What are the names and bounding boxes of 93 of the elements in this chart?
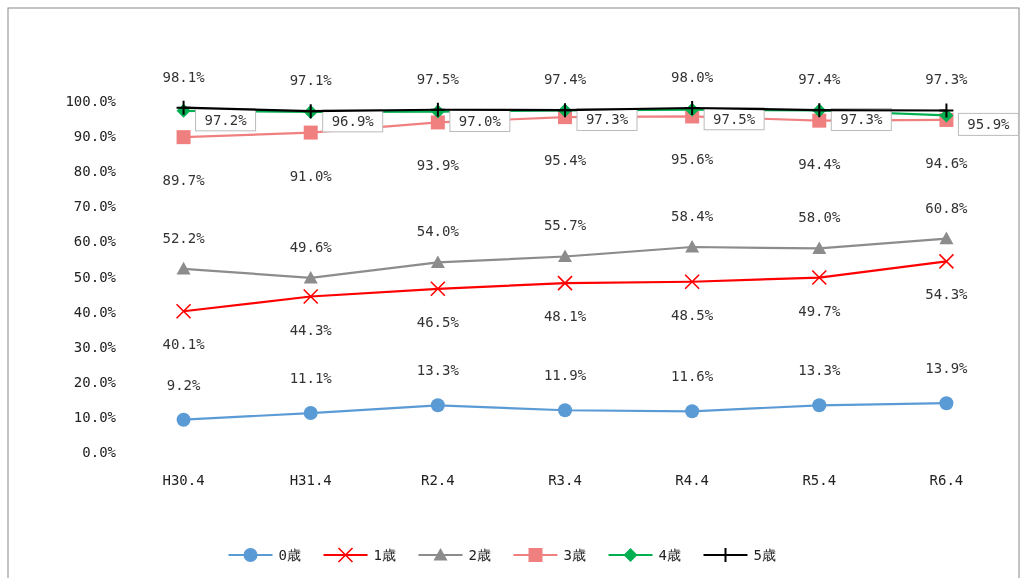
data-label: 48.5% [671, 306, 714, 323]
point [684, 273, 700, 290]
data-label: 95.4% [543, 152, 587, 169]
point [175, 99, 192, 116]
x-tick-label: H30.4 [162, 472, 205, 488]
data-label: 40.1% [162, 336, 206, 353]
point [939, 231, 954, 245]
data-label: 97.3% [585, 111, 629, 128]
data-label: 58.4% [671, 208, 714, 225]
point [812, 113, 827, 128]
point [558, 249, 572, 263]
point [176, 412, 191, 427]
data-label: 97.3% [925, 71, 969, 88]
y-tick-label: 70.0% [73, 198, 117, 215]
data-label: 9.2% [166, 376, 201, 393]
data-label: 55.7% [543, 217, 587, 234]
point [176, 261, 191, 275]
point [302, 288, 319, 305]
legend-label: 2歳 [468, 547, 491, 563]
y-tick-label: 20.0% [73, 373, 117, 390]
data-label: 54.0% [416, 223, 460, 240]
point [430, 115, 445, 130]
data-label: 98.1% [162, 68, 206, 85]
data-label: 97.5% [416, 70, 460, 87]
data-label: 95.6% [671, 151, 714, 168]
y-tick-label: 50.0% [73, 268, 117, 285]
point [430, 280, 446, 297]
x-tick-label: H31.4 [289, 472, 332, 488]
x-tick-label: R3.4 [548, 472, 582, 488]
data-label: 95.9% [967, 116, 1011, 133]
point [430, 398, 445, 413]
y-tick-label: 90.0% [73, 128, 117, 145]
data-label: 97.4% [543, 71, 587, 88]
legend-label: 0歳 [278, 547, 301, 563]
data-label: 54.3% [925, 286, 969, 303]
point [430, 255, 445, 269]
legend-label: 5歳 [753, 547, 776, 563]
point [939, 396, 954, 411]
legend-label: 1歳 [373, 547, 396, 563]
point [938, 102, 955, 119]
point [812, 398, 827, 413]
point [176, 130, 191, 145]
data-label: 97.5% [713, 110, 756, 127]
y-tick-label: 100.0% [65, 93, 117, 109]
y-tick-label: 80.0% [73, 163, 117, 180]
data-label: 93.9% [416, 157, 460, 174]
x-tick-label: R4.4 [675, 472, 709, 488]
point [811, 269, 828, 286]
data-label: 96.9% [331, 112, 375, 129]
data-label: 97.2% [204, 111, 248, 128]
x-tick-label: R2.4 [421, 472, 455, 488]
point [558, 403, 572, 418]
point [685, 240, 700, 253]
data-label: 91.0% [289, 167, 333, 184]
data-label: 44.3% [289, 321, 333, 338]
data-label: 98.0% [671, 69, 714, 86]
point [175, 303, 192, 320]
data-label: 89.7% [162, 172, 206, 189]
data-label: 49.7% [798, 302, 841, 319]
data-label: 97.1% [289, 72, 333, 89]
data-label: 11.9% [543, 367, 587, 384]
point [303, 406, 318, 421]
data-label: 94.6% [925, 154, 969, 171]
data-label: 60.8% [925, 199, 969, 216]
y-tick-label: 30.0% [73, 338, 117, 355]
x-tick-label: R5.4 [802, 472, 837, 488]
point [812, 241, 827, 255]
data-label: 97.0% [458, 112, 502, 129]
data-label: 52.2% [162, 229, 206, 246]
data-label: 11.6% [671, 368, 714, 385]
data-label: 58.0% [798, 209, 841, 226]
y-tick-label: 40.0% [73, 303, 117, 320]
data-label: 13.3% [416, 362, 460, 379]
data-label: 46.5% [416, 313, 460, 330]
data-label: 11.1% [289, 370, 333, 387]
x-tick-label: R6.4 [929, 472, 964, 488]
data-label: 13.3% [798, 362, 841, 379]
data-label: 49.6% [289, 238, 333, 255]
point [685, 404, 700, 419]
y-tick-label: 60.0% [73, 233, 117, 250]
y-tick-label: 10.0% [73, 408, 117, 425]
data-label: 94.4% [798, 155, 841, 172]
data-label: 48.1% [543, 308, 587, 325]
legend-label: 3歳 [563, 547, 586, 563]
legend-label: 4歳 [658, 547, 681, 563]
data-label: 97.4% [798, 71, 841, 88]
point [938, 253, 955, 270]
point [303, 125, 318, 140]
point [303, 270, 318, 284]
point [557, 275, 573, 291]
y-tick-label: 0.0% [82, 444, 117, 460]
data-label: 13.9% [925, 360, 969, 377]
data-label: 97.3% [840, 111, 883, 128]
